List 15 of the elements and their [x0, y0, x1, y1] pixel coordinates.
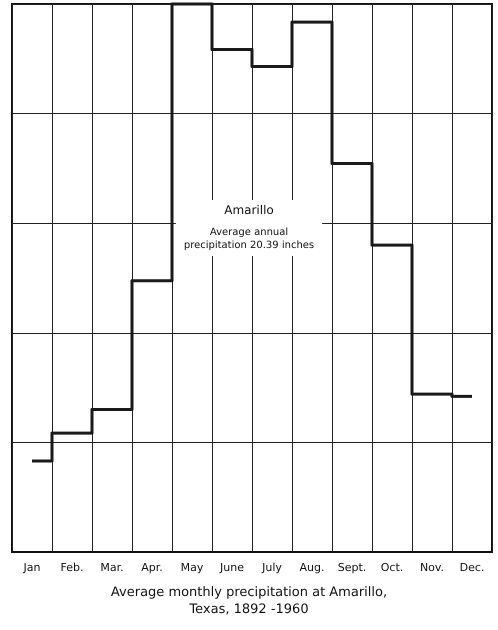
x-tick-label: Jan: [22, 561, 40, 574]
x-tick-label: Sept.: [338, 561, 366, 574]
text: Average annual precipitation 20.39 inches: [184, 227, 314, 251]
x-tick-label: Mar.: [100, 561, 124, 574]
x-tick-label: Aug.: [300, 561, 324, 574]
x-tick-label: July: [261, 561, 282, 574]
x-tick-label: June: [219, 561, 244, 574]
x-tick-label: Nov.: [420, 561, 444, 574]
text: Amarillo: [224, 203, 274, 217]
x-tick-label: May: [180, 561, 204, 574]
x-tick-label: Oct.: [380, 561, 404, 574]
text: Average monthly precipitation at Amarillo, Texas, 1892 -1960: [110, 585, 388, 617]
x-tick-label: Dec.: [460, 561, 484, 574]
x-tick-label: Feb.: [60, 561, 84, 574]
x-tick-label: Apr.: [141, 561, 163, 574]
